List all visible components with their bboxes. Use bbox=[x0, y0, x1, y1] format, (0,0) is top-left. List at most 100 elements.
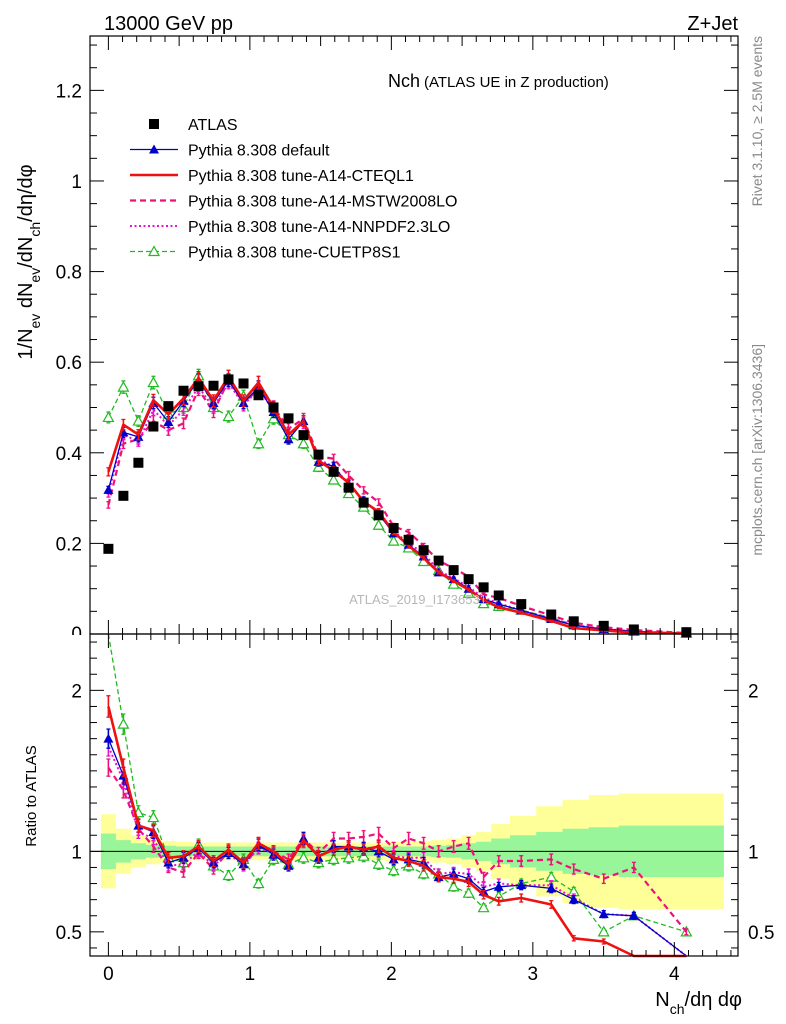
atlas-point bbox=[388, 522, 399, 533]
ratio-axis-title: Ratio to ATLAS bbox=[23, 745, 40, 846]
ratio-cuetp-point bbox=[597, 925, 610, 937]
main-cuetp-point bbox=[102, 411, 115, 423]
main-mstw-line bbox=[107, 379, 687, 635]
main-ytick-label: 1 bbox=[71, 172, 82, 193]
main-cuetp-point bbox=[132, 414, 145, 426]
atlas-point bbox=[373, 510, 384, 521]
legend-marker bbox=[149, 119, 159, 129]
atlas-point bbox=[283, 413, 294, 424]
atlas-point bbox=[448, 565, 459, 576]
ratio-cuetp-point bbox=[252, 877, 265, 889]
legend-marker bbox=[149, 144, 159, 154]
ratio-ytick-label-left: 0.5 bbox=[56, 923, 82, 944]
legend-marker bbox=[147, 245, 161, 257]
xtick-label: 0 bbox=[103, 964, 114, 985]
ratio-frame bbox=[89, 633, 739, 957]
atlas-point bbox=[478, 582, 489, 593]
main-cuetp-point bbox=[372, 519, 385, 530]
ratio-default-point bbox=[103, 733, 114, 743]
ratio-cuetp-point bbox=[477, 901, 490, 913]
main-cuetp-point bbox=[252, 437, 265, 449]
legend-entry-cuetp: Pythia 8.308 tune-CUETP8S1 bbox=[130, 245, 401, 262]
ratio-cuetp-point bbox=[297, 851, 310, 863]
main-cuetp-point bbox=[267, 412, 280, 424]
atlas-point bbox=[268, 402, 279, 413]
legend-entry-atlas: ATLAS bbox=[149, 117, 238, 134]
atlas-point bbox=[568, 616, 579, 627]
chart-title: Nch bbox=[388, 71, 420, 91]
atlas-point bbox=[418, 545, 429, 556]
ratio-cuetp-point bbox=[447, 880, 460, 892]
ratio-ytick-label-left: 1 bbox=[71, 842, 82, 863]
ratio-cuetp-point bbox=[117, 717, 130, 729]
atlas-point bbox=[298, 430, 309, 441]
atlas-point bbox=[516, 599, 527, 610]
xtick-label: 1 bbox=[245, 964, 256, 985]
main-ytick-label: 0.4 bbox=[56, 444, 83, 465]
series-cteql1-ratio bbox=[106, 695, 687, 958]
ratio-mstw-line bbox=[107, 766, 688, 933]
atlas-point bbox=[681, 627, 692, 638]
atlas-point bbox=[103, 543, 114, 554]
ratio-cuetp-point bbox=[342, 851, 355, 863]
ratio-cuetp-point bbox=[222, 869, 235, 881]
chart-subtitle: (ATLAS UE in Z production) bbox=[424, 74, 609, 91]
legend-label: Pythia 8.308 tune-A14-MSTW2008LO bbox=[188, 194, 457, 211]
ratio-ytick-label-right: 2 bbox=[748, 681, 759, 702]
ratio-cuetp-point bbox=[462, 886, 475, 898]
atlas-point bbox=[546, 609, 557, 620]
xtick-label: 3 bbox=[528, 964, 539, 985]
atlas-point bbox=[433, 555, 444, 566]
ratio-cuetp-point bbox=[147, 811, 160, 823]
atlas-point bbox=[193, 381, 204, 392]
legend-entry-nnpdf: Pythia 8.308 tune-A14-NNPDF2.3LO bbox=[130, 219, 450, 236]
main-cuetp-point bbox=[147, 376, 160, 388]
ratio-default-point bbox=[448, 868, 459, 878]
main-cuetp-point bbox=[387, 534, 400, 546]
ratio-default-point bbox=[568, 894, 579, 904]
legend-label: Pythia 8.308 tune-CUETP8S1 bbox=[188, 245, 401, 262]
main-cuetp-point bbox=[342, 487, 355, 499]
atlas-point bbox=[133, 457, 144, 468]
atlas-point bbox=[178, 385, 189, 396]
main-cuetp-point bbox=[117, 380, 130, 392]
mcplots-label: mcplots.cern.ch [arXiv:1306.3436] bbox=[749, 344, 765, 556]
atlas-point bbox=[148, 421, 159, 432]
zero-label-mask bbox=[60, 635, 88, 647]
ratio-default-point bbox=[493, 881, 504, 891]
legend-label: Pythia 8.308 tune-A14-CTEQL1 bbox=[188, 168, 414, 185]
atlas-point bbox=[343, 482, 354, 493]
legend-label: Pythia 8.308 default bbox=[188, 143, 330, 160]
y-axis-title: 1/Nev dNev/dNch/dη/dφ bbox=[15, 164, 43, 359]
atlas-point bbox=[118, 490, 129, 501]
main-cuetp-point bbox=[477, 597, 490, 609]
legend-entry-mstw: Pythia 8.308 tune-A14-MSTW2008LO bbox=[130, 194, 457, 211]
ratio-default-point bbox=[546, 883, 557, 893]
legend-label: ATLAS bbox=[188, 117, 238, 134]
main-default-point bbox=[103, 484, 114, 494]
ratio-default-point bbox=[598, 909, 609, 919]
ratio-cuetp-point bbox=[327, 853, 340, 865]
header-right: Z+Jet bbox=[687, 13, 738, 35]
main-ytick-label: 0.8 bbox=[56, 263, 82, 284]
legend-label: Pythia 8.308 tune-A14-NNPDF2.3LO bbox=[188, 219, 450, 236]
atlas-point bbox=[358, 497, 369, 508]
atlas-point bbox=[493, 590, 504, 601]
atlas-point bbox=[238, 378, 249, 389]
atlas-point bbox=[253, 390, 264, 401]
watermark: ATLAS_2019_I1736531 bbox=[349, 592, 487, 607]
atlas-point bbox=[223, 374, 234, 385]
atlas-point bbox=[628, 624, 639, 635]
ratio-ytick-label-right: 1 bbox=[748, 842, 759, 863]
atlas-point bbox=[313, 449, 324, 460]
main-cuetp-point bbox=[222, 410, 235, 422]
xtick-label: 4 bbox=[669, 964, 680, 985]
atlas-point bbox=[208, 380, 219, 391]
legend-entry-cteql1: Pythia 8.308 tune-A14-CTEQL1 bbox=[130, 168, 414, 185]
header-left: 13000 GeV pp bbox=[104, 13, 233, 35]
xtick-label: 2 bbox=[386, 964, 397, 985]
main-cuetp-point bbox=[297, 437, 310, 449]
ratio-cuetp-point bbox=[372, 857, 385, 869]
rivet-label: Rivet 3.1.10, ≥ 2.5M events bbox=[749, 36, 765, 206]
